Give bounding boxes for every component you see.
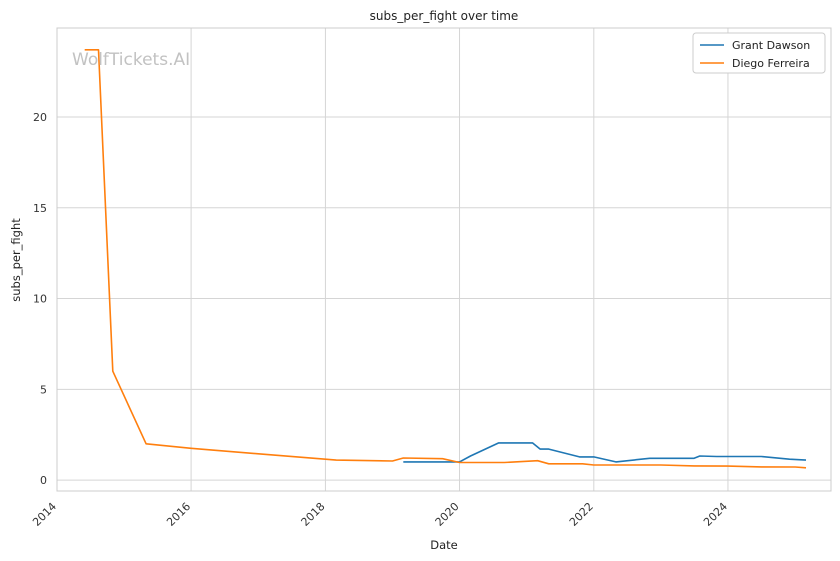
series-line-grant-dawson [403,442,807,463]
legend: Grant Dawson Diego Ferreira [692,32,826,74]
x-tick-label: 2022 [567,500,596,529]
x-tick-label: 2024 [701,500,730,529]
y-tick-label: 0 [40,474,47,487]
x-tick-label: 2014 [30,500,59,529]
watermark-text: WolfTickets.AI [72,50,190,70]
series-lines [84,49,807,469]
chart-title: subs_per_fight over time [370,9,519,23]
x-axis-title: Date [430,538,458,552]
legend-label-diego-ferreira: Diego Ferreira [732,57,810,70]
legend-label-grant-dawson: Grant Dawson [732,39,810,52]
series-line-diego-ferreira [84,49,807,469]
x-tick-label: 2018 [299,500,328,529]
y-tick-label: 5 [40,383,47,396]
legend-box [692,32,826,74]
y-tick-label: 10 [33,293,47,306]
y-axis-title: subs_per_fight [9,218,23,302]
y-tick-label: 20 [33,111,47,124]
plot-frame [56,27,832,492]
plot-area [57,28,831,491]
x-tick-label: 2016 [164,500,193,529]
y-tick-label: 15 [33,202,47,215]
x-tick-label: 2020 [433,500,462,529]
